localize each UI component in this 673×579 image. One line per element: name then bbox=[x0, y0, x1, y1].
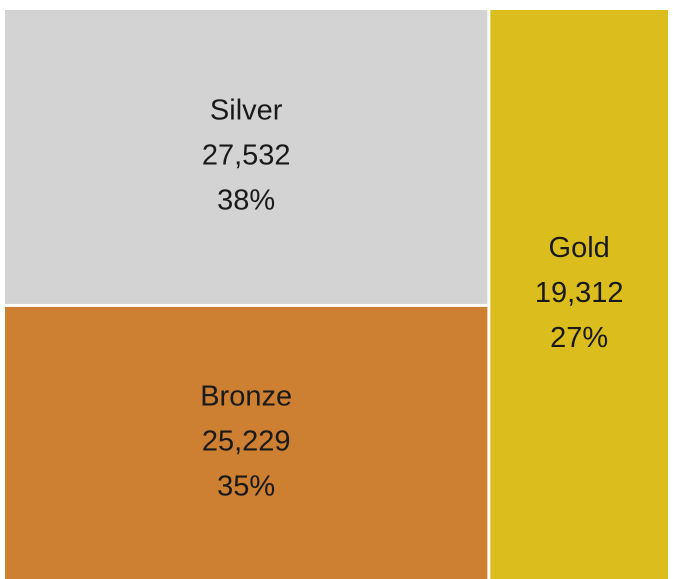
tile bbox=[5, 10, 488, 304]
tile-label: Bronze bbox=[200, 381, 292, 413]
tile bbox=[490, 10, 668, 579]
tile bbox=[5, 306, 488, 579]
percent-label: 27% bbox=[550, 322, 608, 354]
value-label: 19,312 bbox=[535, 277, 624, 309]
value-label: 27,532 bbox=[202, 140, 291, 172]
value-label: 25,229 bbox=[202, 426, 291, 458]
tile-label: Silver bbox=[210, 95, 283, 127]
tile-label: Gold bbox=[549, 232, 610, 264]
percent-label: 35% bbox=[217, 471, 275, 503]
percent-label: 38% bbox=[217, 185, 275, 217]
